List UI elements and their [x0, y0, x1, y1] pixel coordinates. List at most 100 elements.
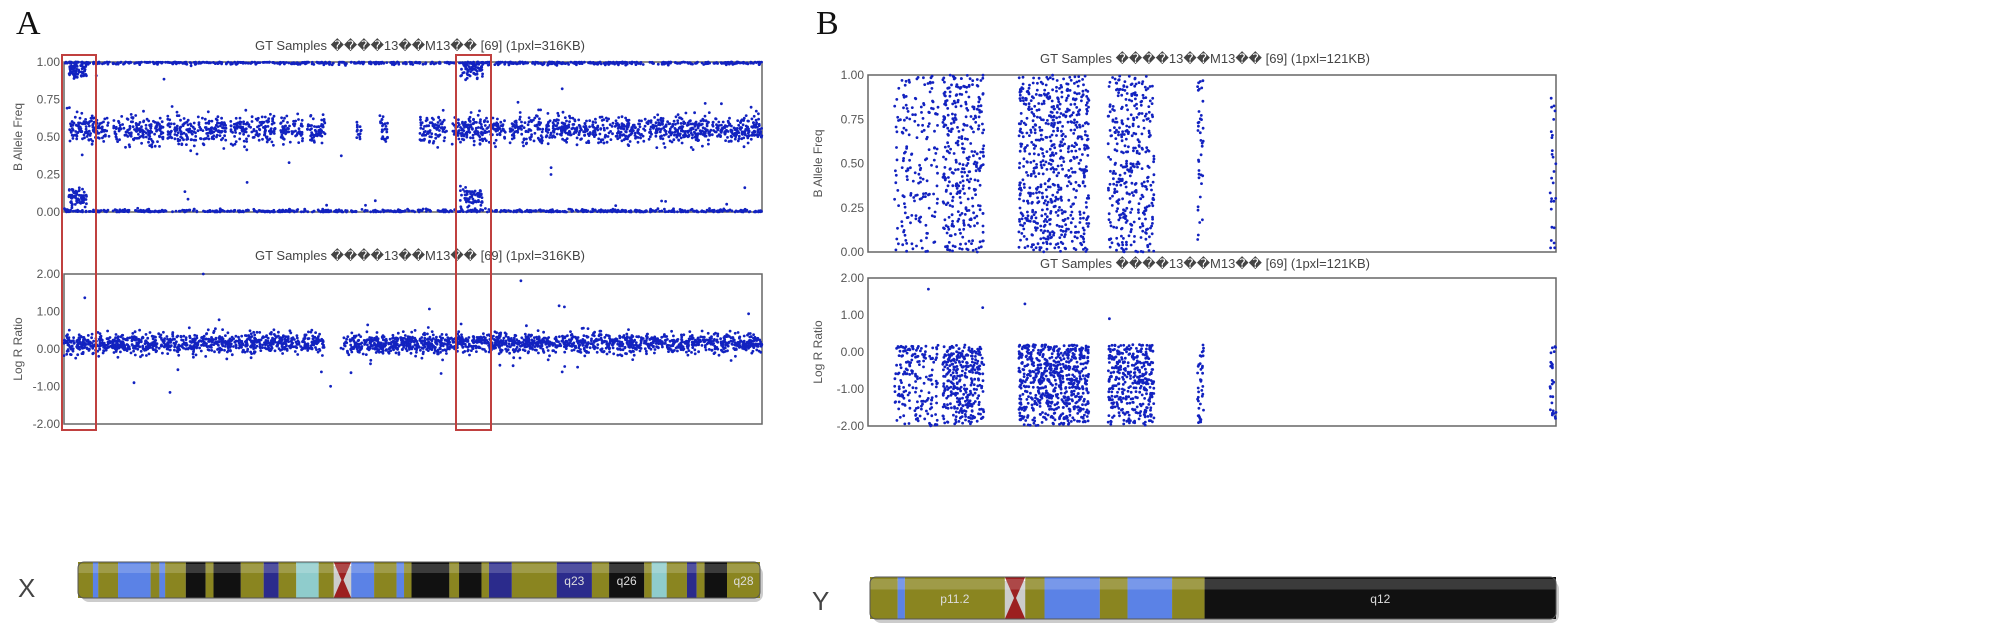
data-point	[541, 127, 545, 131]
data-point	[215, 118, 219, 122]
data-point	[470, 195, 474, 199]
data-point	[437, 125, 440, 129]
data-point	[263, 346, 267, 350]
data-point	[210, 135, 214, 139]
data-point	[298, 132, 302, 136]
data-point	[179, 118, 182, 122]
data-point	[495, 133, 499, 137]
data-point	[79, 196, 83, 200]
data-point	[255, 210, 259, 214]
data-point	[746, 134, 749, 138]
data-point	[330, 63, 334, 67]
data-point	[599, 210, 602, 214]
data-point	[83, 69, 86, 73]
data-point	[64, 60, 68, 64]
data-point	[320, 209, 324, 213]
data-point	[218, 134, 222, 138]
data-point	[759, 134, 763, 138]
data-point	[605, 140, 609, 144]
data-point	[194, 135, 198, 138]
data-point	[147, 137, 151, 141]
data-point	[308, 128, 312, 132]
data-point	[303, 60, 306, 64]
data-point	[126, 61, 130, 64]
data-point	[96, 136, 100, 140]
data-point	[229, 128, 233, 132]
data-point	[516, 100, 520, 104]
data-point	[443, 136, 447, 140]
data-point	[516, 125, 520, 129]
data-point	[78, 341, 82, 344]
data-point	[84, 210, 88, 214]
data-point	[424, 210, 428, 213]
data-point	[674, 122, 677, 126]
data-point	[223, 348, 226, 352]
data-point	[252, 135, 256, 139]
data-point	[561, 210, 565, 213]
data-point	[654, 134, 658, 138]
data-point	[638, 349, 642, 353]
data-point	[720, 123, 723, 127]
data-point	[742, 145, 746, 149]
data-point	[238, 116, 242, 120]
data-point	[245, 339, 248, 343]
data-point	[132, 349, 136, 353]
data-point	[616, 131, 620, 135]
data-point	[203, 61, 207, 64]
data-point	[294, 134, 297, 138]
data-point	[656, 62, 660, 66]
data-point	[741, 133, 744, 136]
data-point	[87, 121, 91, 124]
data-point	[218, 346, 222, 350]
data-point	[281, 131, 285, 135]
data-point	[382, 210, 386, 214]
data-point	[503, 130, 507, 134]
data-point	[657, 121, 661, 124]
data-point	[694, 120, 698, 124]
data-point	[147, 352, 151, 356]
data-point	[283, 337, 287, 341]
data-point	[306, 210, 310, 214]
data-point	[354, 61, 358, 65]
data-point	[131, 125, 135, 129]
data-point	[463, 190, 467, 193]
data-point	[457, 118, 460, 122]
data-point	[579, 126, 582, 130]
data-point	[287, 161, 291, 165]
data-point	[513, 130, 517, 134]
data-point	[128, 347, 132, 351]
data-point	[69, 208, 72, 212]
data-point	[82, 194, 86, 197]
data-point	[560, 130, 563, 133]
data-point	[632, 123, 636, 127]
data-point	[624, 130, 628, 134]
data-point	[293, 210, 296, 214]
data-point	[316, 350, 320, 354]
data-point	[244, 130, 248, 134]
data-point	[660, 199, 663, 203]
data-point	[565, 210, 568, 214]
data-point	[436, 121, 440, 124]
data-point	[70, 344, 74, 348]
data-point	[253, 343, 256, 346]
data-point	[197, 123, 201, 126]
data-point	[546, 142, 550, 146]
data-point	[345, 209, 349, 213]
data-point	[703, 114, 707, 118]
data-point	[361, 62, 365, 66]
data-point	[98, 122, 102, 126]
data-point	[374, 60, 378, 64]
data-point	[727, 209, 730, 213]
data-point	[245, 181, 249, 184]
data-point	[635, 60, 639, 64]
data-point	[671, 122, 675, 126]
data-point	[684, 111, 688, 115]
data-point	[355, 129, 359, 133]
data-point	[84, 118, 87, 121]
data-point	[182, 334, 186, 338]
data-point	[205, 137, 208, 140]
data-point	[373, 199, 377, 203]
data-point	[229, 120, 233, 123]
data-point	[460, 67, 463, 71]
data-point	[244, 127, 248, 131]
